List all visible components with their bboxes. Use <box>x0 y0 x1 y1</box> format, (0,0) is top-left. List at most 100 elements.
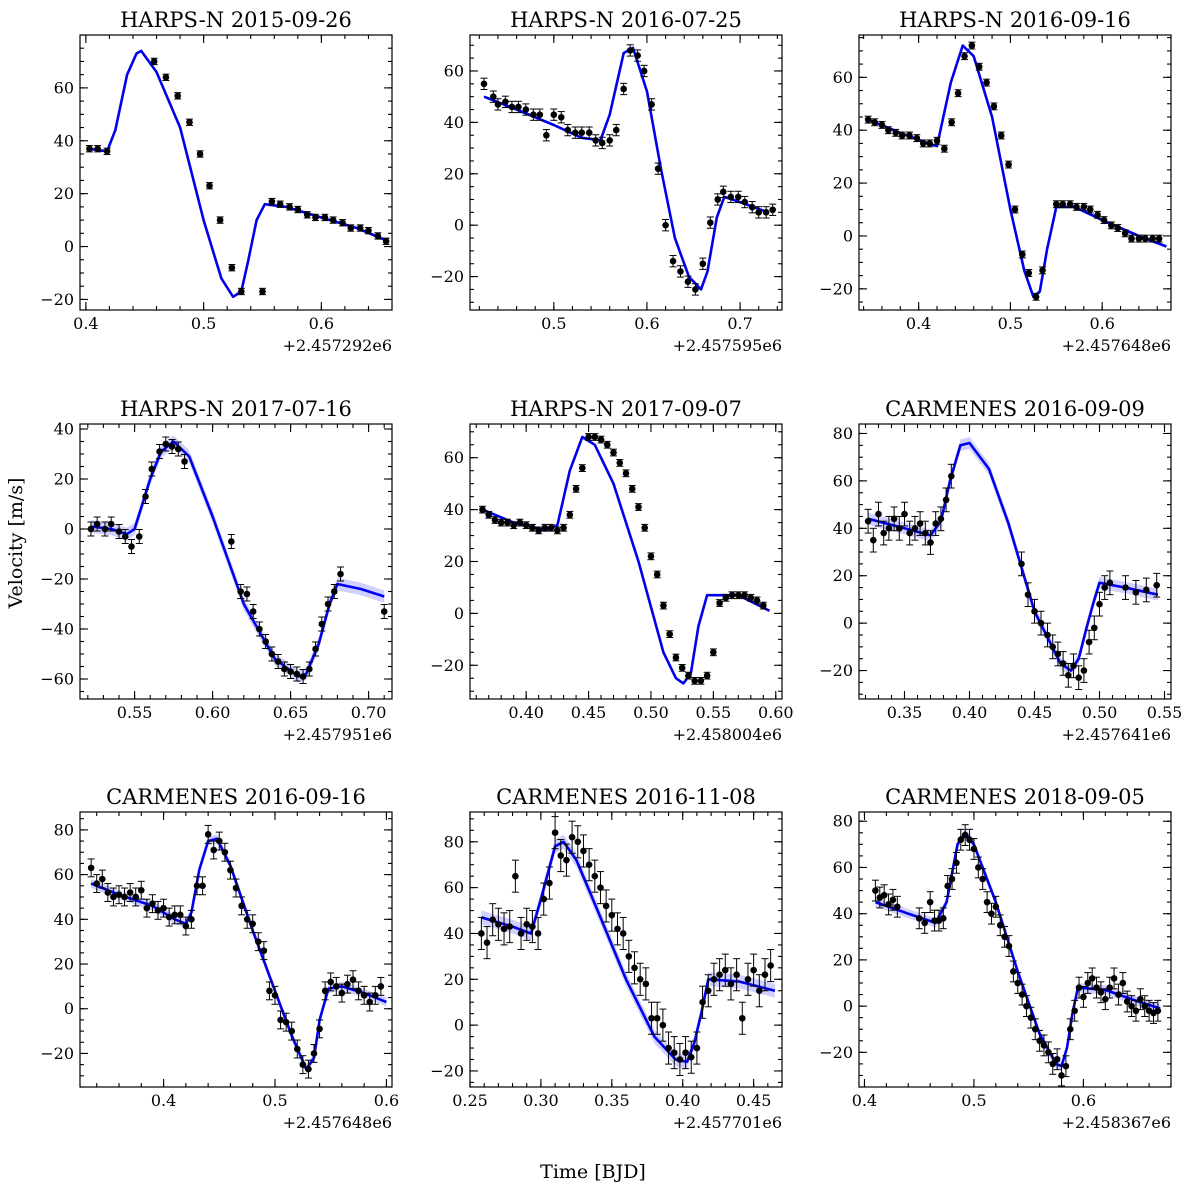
data-point <box>710 649 717 656</box>
data-point <box>324 600 332 608</box>
panel-9: CARMENES 2018-09-05 0.4 0.5 0.6 −20 0 20 40 60 80… <box>819 785 1172 1132</box>
x-tick-label: 0.40 <box>952 703 988 722</box>
data-point <box>1094 211 1101 219</box>
data-point <box>1132 1007 1140 1015</box>
data-point <box>491 516 499 524</box>
data-point <box>685 672 692 679</box>
data-point <box>734 193 742 201</box>
data-point <box>1018 991 1026 998</box>
data-point <box>961 52 968 60</box>
x-tick-label: 0.6 <box>374 1091 399 1110</box>
axes-frame <box>858 423 1172 700</box>
data-point <box>277 1016 284 1024</box>
data-point <box>564 126 572 134</box>
data-point <box>1052 200 1060 208</box>
x-offset-label: +2.458004e6 <box>673 725 782 744</box>
y-tick-label: −40 <box>40 620 74 639</box>
panel-2: HARPS-N 2016-07-25 0.5 0.6 0.7 −20 0 20 40 60 +2.… <box>430 8 783 355</box>
y-tick-label: −20 <box>430 656 464 675</box>
y-tick-label: 80 <box>444 832 464 851</box>
data-point <box>1075 674 1082 681</box>
data-point <box>306 665 313 673</box>
x-tick-label: 0.55 <box>117 703 153 722</box>
data-point <box>188 916 195 923</box>
model-uncertainty-band <box>481 834 775 1069</box>
figure-xlabel: Time [BJD] <box>540 1161 646 1183</box>
axes-frame <box>79 34 393 311</box>
x-tick-label: 0.5 <box>191 314 216 333</box>
y-tick-label: 40 <box>833 121 853 140</box>
data-point <box>321 214 329 221</box>
y-tick-label: 20 <box>833 950 853 969</box>
data-point <box>756 987 763 995</box>
data-point <box>1080 203 1088 211</box>
data-point <box>747 594 755 602</box>
data-point <box>988 910 995 917</box>
data-point <box>901 510 908 518</box>
data-point <box>365 227 372 234</box>
y-tick-label: 20 <box>444 970 464 989</box>
panel-title: HARPS-N 2015-09-26 <box>120 8 352 32</box>
data-point <box>1106 984 1113 991</box>
data-point <box>878 121 886 129</box>
data-point <box>1091 624 1098 632</box>
data-point <box>670 1049 678 1056</box>
data-point <box>228 264 236 271</box>
data-point <box>504 519 511 526</box>
data-point <box>87 525 95 533</box>
data-point <box>966 836 973 844</box>
data-point <box>1031 1025 1039 1033</box>
data-point <box>1110 975 1118 982</box>
data-point <box>990 103 998 110</box>
data-point <box>634 52 641 59</box>
data-point <box>957 836 965 844</box>
y-tick-label: 0 <box>64 520 74 539</box>
data-point <box>944 882 951 890</box>
data-point <box>115 528 123 535</box>
data-point <box>682 1049 689 1056</box>
x-tick-label: 0.45 <box>571 703 607 722</box>
data-point <box>98 875 106 883</box>
data-point <box>1037 619 1045 627</box>
x-tick-label: 0.25 <box>452 1091 488 1110</box>
data-point <box>885 126 892 134</box>
data-point <box>744 975 752 983</box>
data-point <box>143 904 151 912</box>
x-tick-label: 0.55 <box>696 703 732 722</box>
data-point <box>926 898 934 906</box>
x-tick-label: 0.6 <box>634 314 659 333</box>
data-point <box>875 510 882 518</box>
data-point <box>310 1050 318 1057</box>
data-point <box>597 436 605 443</box>
data-point <box>704 987 712 995</box>
panel-4: HARPS-N 2017-07-16 0.55 0.60 0.65 0.70 −60 −40… <box>40 397 393 744</box>
y-tick-label: 40 <box>54 420 74 439</box>
y-tick-label: 40 <box>54 910 74 929</box>
data-point <box>896 525 903 532</box>
y-tick-label: 0 <box>64 999 74 1018</box>
data-point <box>271 992 279 999</box>
data-point <box>506 923 514 930</box>
y-tick-label: 40 <box>54 131 74 150</box>
data-point <box>186 118 193 126</box>
x-tick-label: 0.50 <box>633 703 669 722</box>
data-point <box>870 536 877 544</box>
data-point <box>480 80 488 88</box>
data-point <box>497 519 505 526</box>
data-point <box>329 216 337 224</box>
data-point <box>1085 638 1093 646</box>
data-point <box>243 590 251 598</box>
data-point <box>154 907 162 914</box>
data-point <box>534 930 542 937</box>
data-point <box>174 445 182 453</box>
panel-3: HARPS-N 2016-09-16 0.4 0.5 0.6 −20 0 20 40 60 +2.… <box>819 8 1172 355</box>
data-point <box>551 829 559 836</box>
data-point <box>641 524 649 532</box>
data-point <box>579 464 586 472</box>
data-point <box>942 496 950 504</box>
data-point <box>1106 579 1114 587</box>
x-tick-label: 0.70 <box>351 703 387 722</box>
data-point <box>997 132 1005 139</box>
data-point <box>1066 1025 1074 1033</box>
